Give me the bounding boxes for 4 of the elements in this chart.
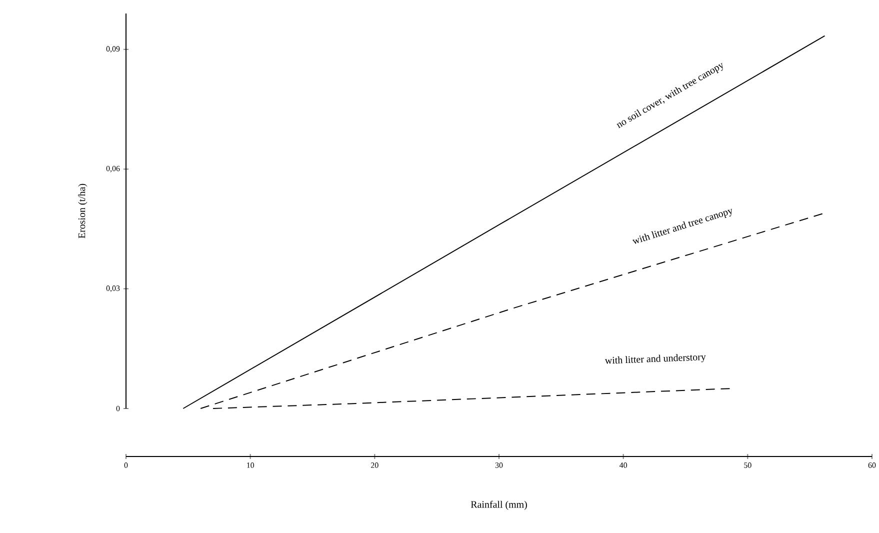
y-axis-title: Erosion (t/ha)	[78, 184, 88, 238]
text: with litter and tree canopy	[632, 208, 732, 244]
x-axis-title: Rainfall (mm)	[470, 500, 527, 510]
text: with litter and understory	[604, 354, 706, 364]
